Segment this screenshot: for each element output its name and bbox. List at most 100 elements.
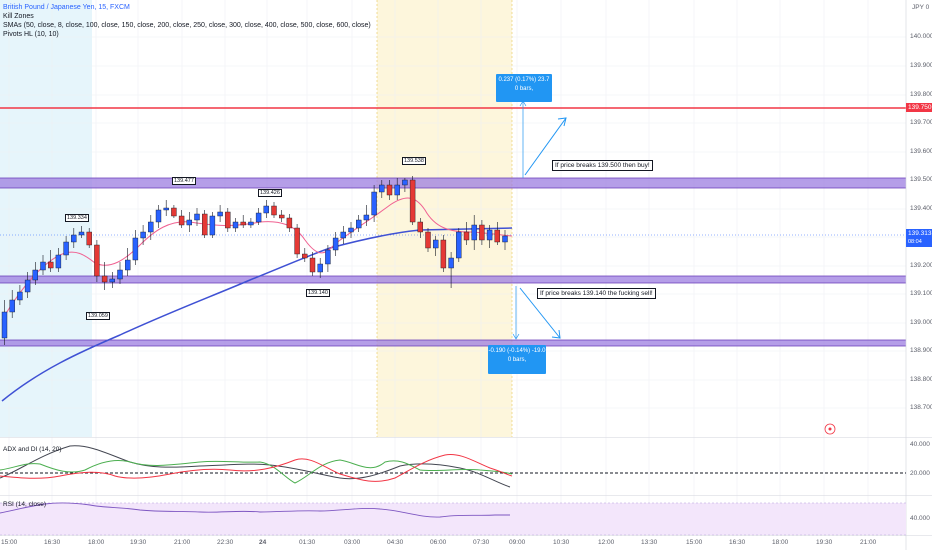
candle[interactable]: [279, 210, 285, 222]
candle[interactable]: [348, 222, 354, 238]
candle[interactable]: [286, 214, 293, 232]
symbol-title[interactable]: British Pound / Japanese Yen, 15, FXCM: [3, 4, 130, 11]
candle[interactable]: [109, 272, 116, 288]
candle[interactable]: [148, 215, 154, 240]
sell-arrow[interactable]: [519, 287, 561, 339]
candle[interactable]: [1, 300, 8, 345]
candle[interactable]: [433, 236, 439, 256]
candle[interactable]: [48, 250, 54, 272]
candle[interactable]: [371, 185, 377, 222]
buy-annotation[interactable]: If price breaks 139.500 then buy!: [552, 160, 653, 171]
candle[interactable]: [263, 200, 269, 218]
measure-up-box[interactable]: 0.237 (0.17%) 23.7 0 bars,: [496, 74, 552, 102]
candle[interactable]: [379, 180, 385, 198]
candle[interactable]: [32, 262, 38, 285]
pivots-label[interactable]: Pivots HL (10, 10): [3, 31, 59, 38]
candle[interactable]: [248, 218, 254, 228]
candle[interactable]: [502, 230, 508, 250]
candle[interactable]: [356, 215, 362, 232]
candle[interactable]: [317, 258, 323, 278]
candle[interactable]: [178, 210, 185, 228]
candle[interactable]: [225, 208, 231, 232]
candle[interactable]: [340, 226, 346, 244]
candle[interactable]: [309, 252, 316, 276]
candle[interactable]: [486, 225, 493, 248]
candle[interactable]: [255, 208, 262, 225]
sma-slow-line: [1, 227, 513, 402]
candle[interactable]: [409, 176, 416, 225]
price-scale-label: 138.700: [910, 404, 932, 411]
candle[interactable]: [294, 224, 300, 258]
candle[interactable]: [271, 202, 277, 218]
candle[interactable]: [9, 290, 15, 318]
candle[interactable]: [425, 228, 431, 252]
time-axis-label: 22:30: [217, 539, 234, 546]
candle[interactable]: [163, 200, 169, 216]
candle[interactable]: [17, 285, 23, 305]
candle[interactable]: [101, 262, 108, 290]
candlestick-series[interactable]: [1, 176, 508, 345]
candle[interactable]: [201, 210, 208, 238]
rsi-label[interactable]: RSI (14, close): [3, 501, 46, 508]
candle[interactable]: [332, 232, 339, 256]
candle[interactable]: [386, 180, 393, 200]
pivot-high-label: 139.334: [65, 214, 89, 222]
buy-arrow[interactable]: [524, 117, 567, 176]
candle[interactable]: [209, 212, 216, 238]
candle[interactable]: [463, 222, 470, 245]
candle[interactable]: [217, 205, 223, 222]
candle[interactable]: [40, 255, 46, 275]
candle[interactable]: [456, 228, 462, 262]
candle[interactable]: [494, 222, 500, 245]
candle[interactable]: [325, 245, 331, 272]
candle[interactable]: [240, 215, 246, 228]
time-axis-label: 10:30: [553, 539, 570, 546]
candle[interactable]: [94, 240, 100, 282]
candle[interactable]: [448, 252, 454, 288]
support-zone[interactable]: [0, 276, 906, 283]
candle[interactable]: [471, 215, 477, 250]
candle[interactable]: [440, 235, 447, 272]
candle[interactable]: [171, 205, 177, 218]
price-scale-label: 138.900: [910, 347, 932, 354]
candle[interactable]: [78, 226, 85, 238]
time-axis-label: 09:00: [509, 539, 526, 546]
kill-zones-label[interactable]: Kill Zones: [3, 13, 34, 20]
pivot-high-label: 139.426: [258, 189, 282, 197]
candle[interactable]: [363, 205, 370, 226]
price-scale-label: 139.900: [910, 62, 932, 69]
candle[interactable]: [132, 230, 139, 265]
alert-icon[interactable]: [824, 423, 836, 435]
time-axis-label: 21:00: [860, 539, 877, 546]
time-axis-label: 19:30: [816, 539, 833, 546]
measure-down-box[interactable]: -0.190 (-0.14%) -19.0 0 bars,: [488, 345, 546, 374]
time-axis-label: 18:00: [88, 539, 105, 546]
pivot-low-label: 139.140: [306, 289, 330, 297]
candle[interactable]: [186, 212, 193, 232]
candle[interactable]: [232, 218, 239, 232]
candle[interactable]: [402, 178, 408, 192]
candle[interactable]: [55, 248, 62, 272]
resistance-price-tag: 139.750: [906, 103, 932, 112]
candle[interactable]: [124, 248, 131, 276]
candle[interactable]: [71, 228, 77, 248]
resistance-zone[interactable]: [0, 178, 906, 188]
currency-label[interactable]: JPY 0: [912, 4, 930, 11]
candle[interactable]: [155, 205, 162, 228]
sell-annotation[interactable]: If price breaks 139.140 the fucking sell…: [537, 288, 656, 299]
candle[interactable]: [417, 218, 423, 238]
candle[interactable]: [194, 208, 200, 226]
candle[interactable]: [140, 225, 146, 245]
candle[interactable]: [302, 248, 308, 262]
lower-zone[interactable]: [0, 340, 906, 346]
candle[interactable]: [24, 272, 31, 298]
adx-label[interactable]: ADX and DI (14, 20): [3, 446, 62, 453]
candle[interactable]: [63, 236, 69, 260]
candle[interactable]: [117, 262, 123, 284]
time-axis-label: 04:30: [387, 539, 404, 546]
candle[interactable]: [479, 220, 485, 245]
candle[interactable]: [394, 178, 400, 200]
smas-label[interactable]: SMAs (50, close, 8, close, 100, close, 1…: [3, 22, 371, 29]
candle[interactable]: [86, 228, 92, 248]
